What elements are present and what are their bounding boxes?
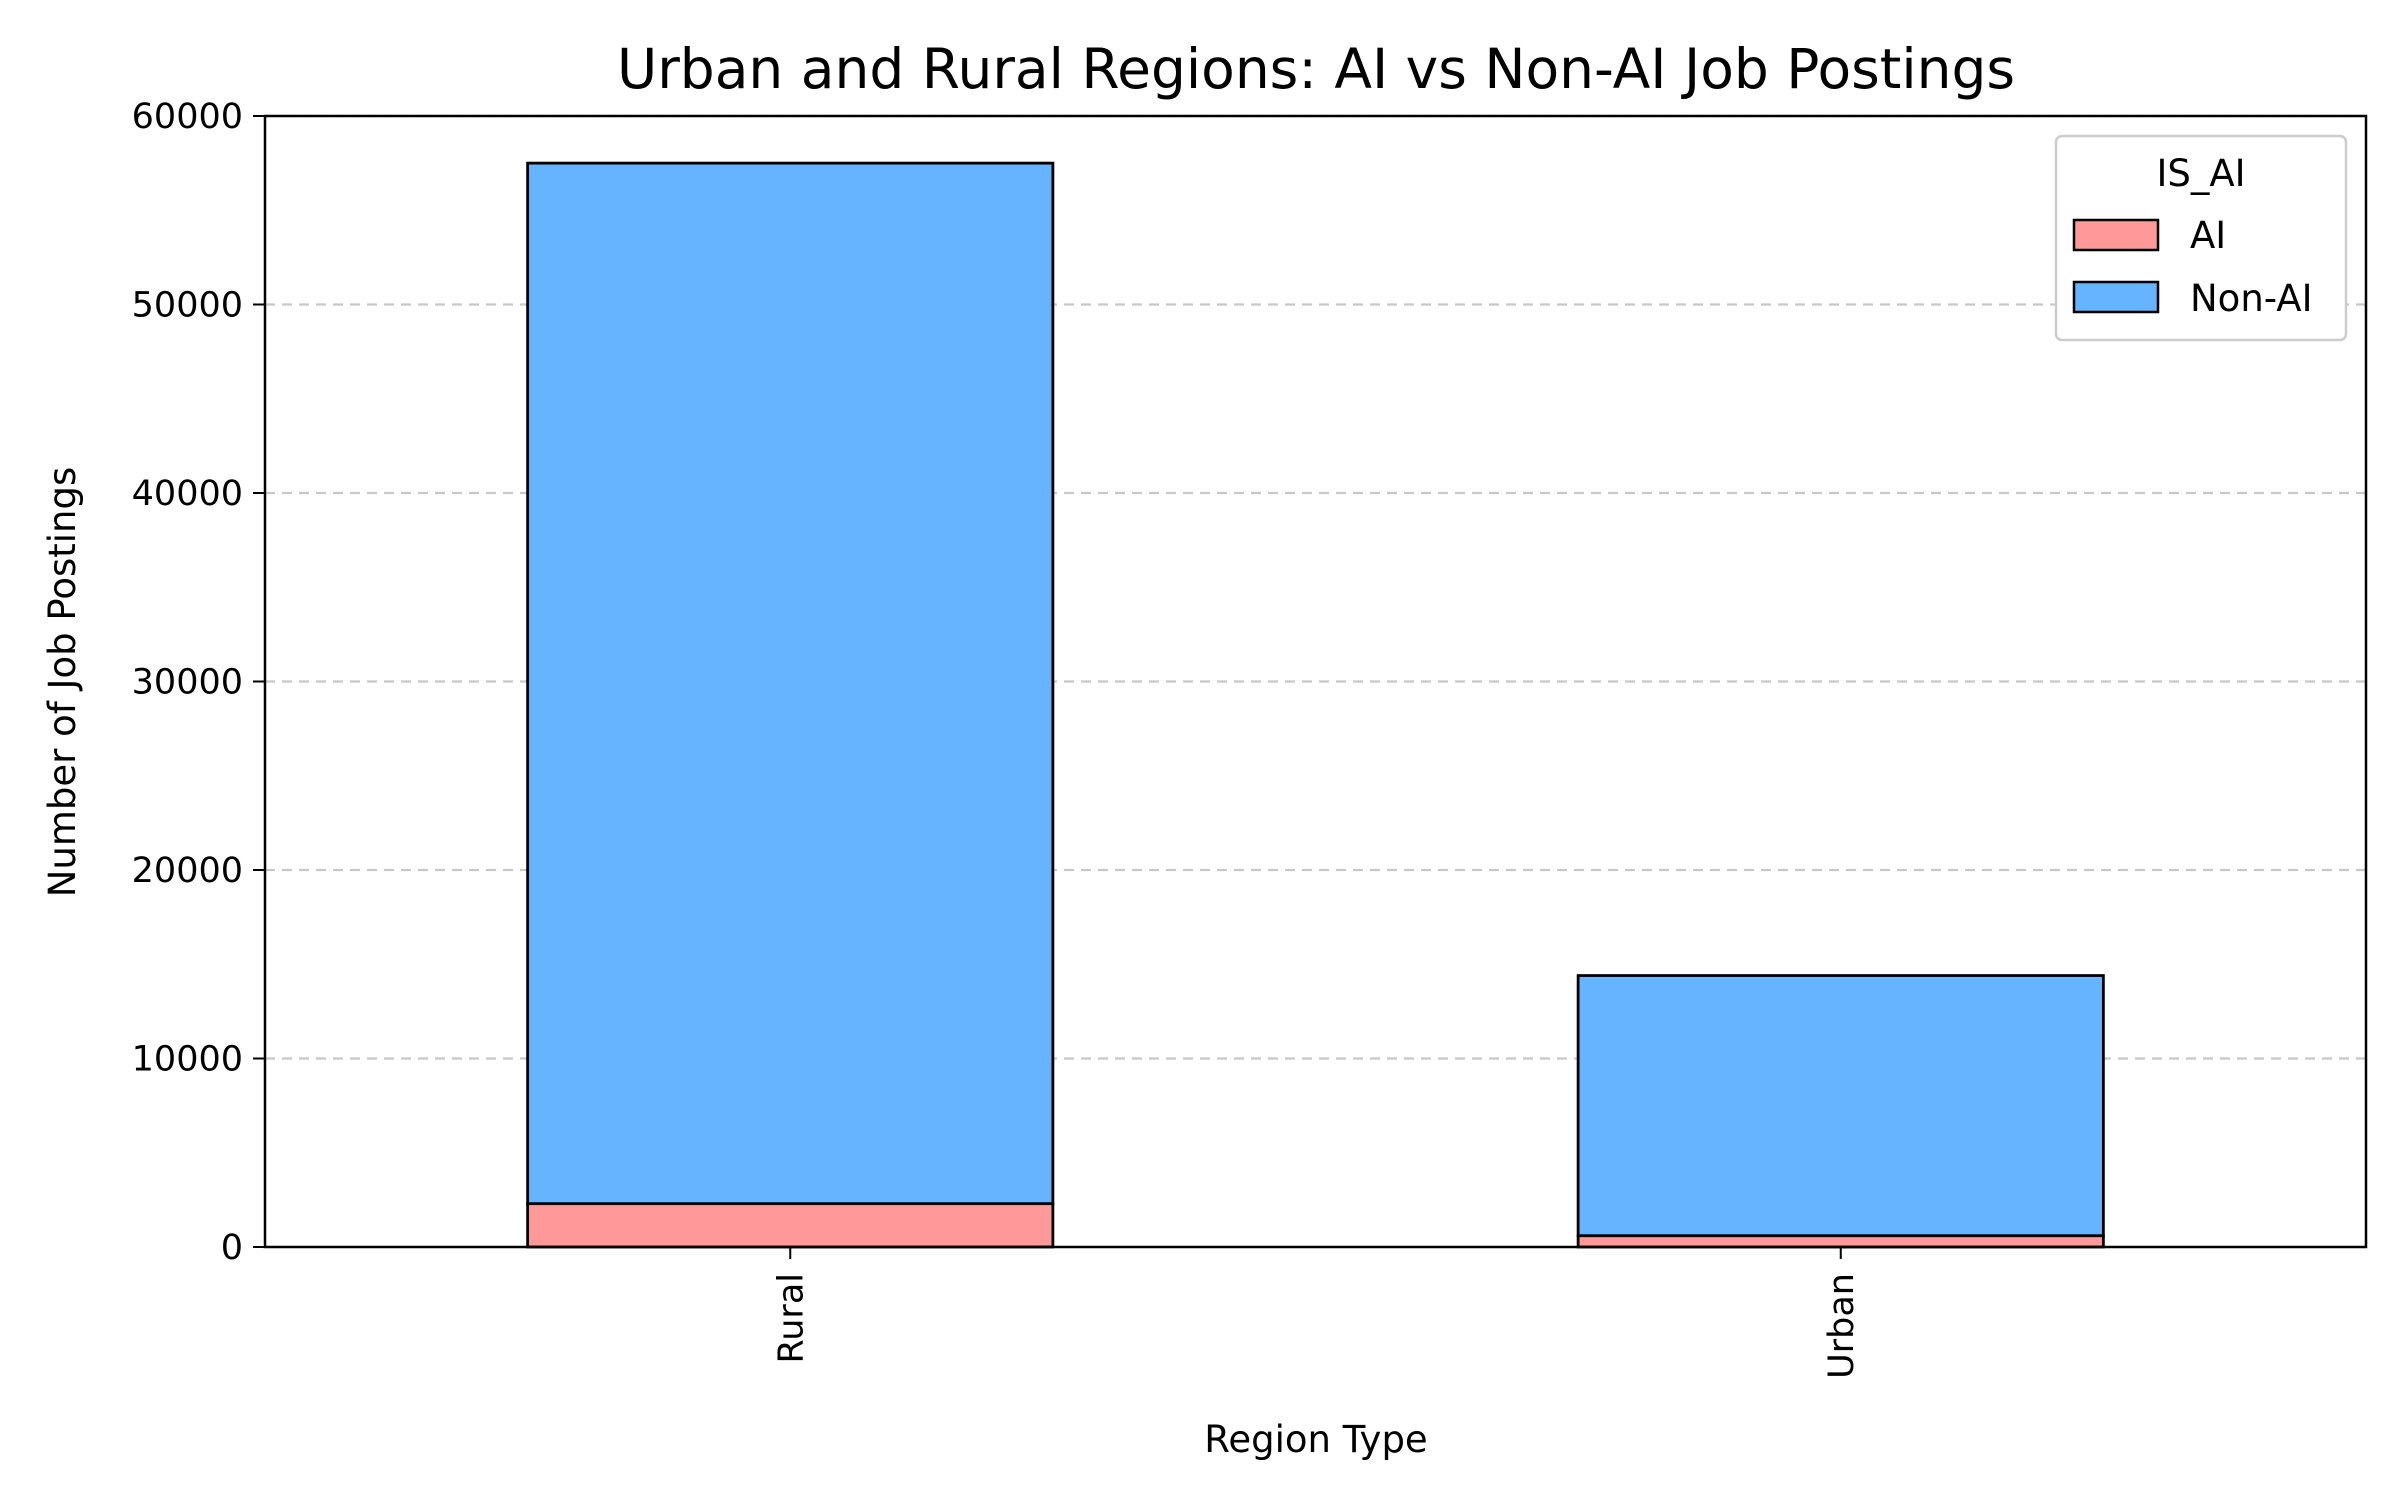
x-axis-label: Region Type: [1204, 1418, 1427, 1461]
bars: [526, 161, 2105, 1249]
legend-label-ai: AI: [2190, 214, 2226, 257]
bar-rural-non-ai: [526, 161, 1055, 1206]
legend-swatch-non-ai: [2072, 280, 2160, 314]
y-tick-label: 40000: [132, 474, 243, 514]
x-axis-ticks: Rural Urban: [771, 1247, 1862, 1379]
y-axis-label: Number of Job Postings: [41, 467, 84, 898]
legend-swatch-ai: [2072, 218, 2160, 252]
y-tick-label: 20000: [132, 851, 243, 891]
legend-title: IS_AI: [2156, 152, 2245, 195]
y-tick-label: 60000: [132, 97, 243, 137]
y-tick-label: 0: [221, 1228, 243, 1268]
legend: IS_AI AI Non-AI: [2054, 134, 2348, 342]
plot-frame: [263, 114, 2368, 1249]
bar-urban-ai: [1576, 1234, 2105, 1249]
y-tick-label: 50000: [132, 286, 243, 326]
x-tick-label-rural: Rural: [771, 1273, 811, 1364]
x-tick-label-urban: Urban: [1822, 1273, 1862, 1379]
y-axis-ticks: 0 10000 20000 30000 40000 50000 60000: [132, 97, 265, 1268]
y-tick-label: 10000: [132, 1040, 243, 1080]
y-tick-label: 30000: [132, 663, 243, 703]
bar-rural-ai: [526, 1202, 1055, 1249]
legend-label-non-ai: Non-AI: [2190, 277, 2313, 320]
chart-title: Urban and Rural Regions: AI vs Non-AI Jo…: [617, 37, 2015, 101]
bar-urban-non-ai: [1576, 974, 2105, 1238]
